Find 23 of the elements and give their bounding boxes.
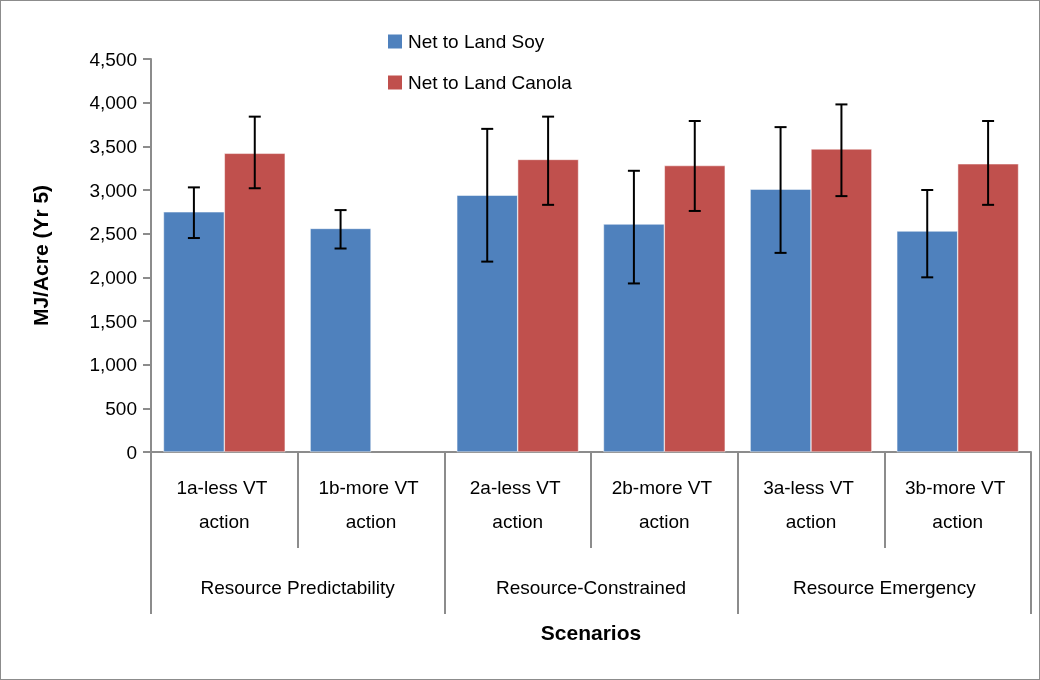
y-tick-label: 4,000 [89, 92, 137, 114]
y-tick-label: 3,500 [89, 135, 137, 157]
y-tick-label: 2,000 [89, 266, 137, 288]
y-tick-label: 4,500 [89, 48, 137, 70]
legend-label: Net to Land Soy [408, 31, 545, 52]
x-tick-label: 1a-less VT action [176, 476, 273, 532]
x-tick-label: 2a-less VT action [469, 476, 566, 532]
x-tick-label: 3a-less VT action [763, 476, 859, 532]
x-axis-title: Scenarios [540, 621, 642, 644]
y-tick-label: 3,000 [89, 179, 137, 201]
legend-label: Net to Land Canola [408, 72, 573, 93]
y-tick-label: 1,500 [89, 310, 137, 332]
y-tick-label: 2,500 [89, 223, 137, 245]
y-tick-label: 500 [105, 397, 137, 419]
text: Resource Emergency [792, 577, 977, 598]
x-tick-label: 2b-more VT action [611, 476, 717, 532]
x-tick-label: 1b-more VT action [318, 476, 424, 532]
y-tick-label: 1,000 [89, 354, 137, 376]
x-tick-label: 3b-more VT action [905, 476, 1011, 532]
y-tick-label: 0 [126, 441, 137, 463]
text: Resource Predictability [200, 577, 396, 598]
y-axis-title: MJ/Acre (Yr 5) [29, 184, 52, 327]
text: Resource-Constrained [495, 577, 687, 598]
